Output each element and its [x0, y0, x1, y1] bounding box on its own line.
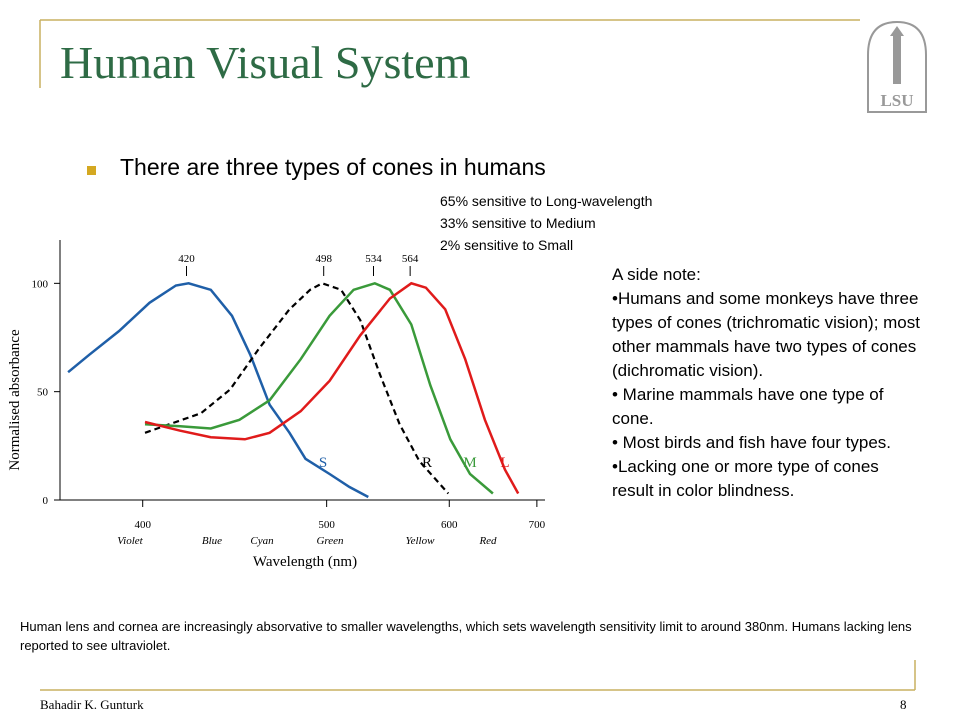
color-label: Blue — [202, 535, 222, 547]
stat-line: 65% sensitive to Long-wavelength — [440, 193, 653, 209]
peak-label: 498 — [315, 253, 332, 265]
peak-label: 564 — [402, 253, 419, 265]
stat-line: 2% sensitive to Small — [440, 237, 574, 253]
note-line: •Lacking one or more type of cones resul… — [612, 457, 879, 500]
color-label: Yellow — [406, 535, 436, 547]
series-name: R — [422, 455, 432, 471]
series-name: S — [319, 455, 327, 471]
series-name: L — [500, 455, 509, 471]
series-line — [144, 281, 494, 495]
bullet-text: There are three types of cones in humans — [120, 154, 546, 180]
x-tick-label: 600 — [441, 519, 458, 531]
x-tick-label: 700 — [529, 519, 546, 531]
note-line: •Humans and some monkeys have three type… — [612, 289, 920, 380]
color-label: Cyan — [250, 535, 274, 547]
series-line — [144, 281, 520, 495]
x-tick-label: 500 — [318, 519, 335, 531]
series-name: M — [463, 455, 476, 471]
color-label: Violet — [117, 535, 143, 547]
footer-author: Bahadir K. Gunturk — [40, 697, 144, 712]
footnote: Human lens and cornea are increasingly a… — [20, 619, 912, 653]
stat-line: 33% sensitive to Medium — [440, 215, 596, 231]
series-line — [67, 282, 369, 499]
peak-label: 420 — [178, 253, 195, 265]
stats: 65% sensitive to Long-wavelength 33% sens… — [440, 190, 652, 256]
y-axis-label: Normalised absorbance — [7, 329, 23, 471]
y-tick-label: 50 — [37, 387, 49, 399]
note-line: A side note: — [612, 265, 701, 284]
side-note: A side note: •Humans and some monkeys hav… — [612, 263, 922, 503]
color-label: Red — [478, 535, 497, 547]
note-line: • Most birds and fish have four types. — [612, 433, 892, 452]
x-axis-label: Wavelength (nm) — [253, 554, 357, 570]
logo-text: LSU — [880, 91, 913, 110]
color-label: Green — [316, 535, 344, 547]
series-line — [144, 282, 450, 495]
bullet-marker — [87, 166, 96, 175]
peak-label: 534 — [365, 253, 382, 265]
page-number: 8 — [900, 697, 907, 712]
x-tick-label: 400 — [134, 519, 151, 531]
y-tick-label: 0 — [43, 495, 49, 507]
y-tick-label: 100 — [32, 278, 49, 290]
logo: LSU — [867, 20, 927, 113]
note-line: • Marine mammals have one type of cone. — [612, 385, 884, 428]
title: Human Visual System — [60, 37, 471, 88]
